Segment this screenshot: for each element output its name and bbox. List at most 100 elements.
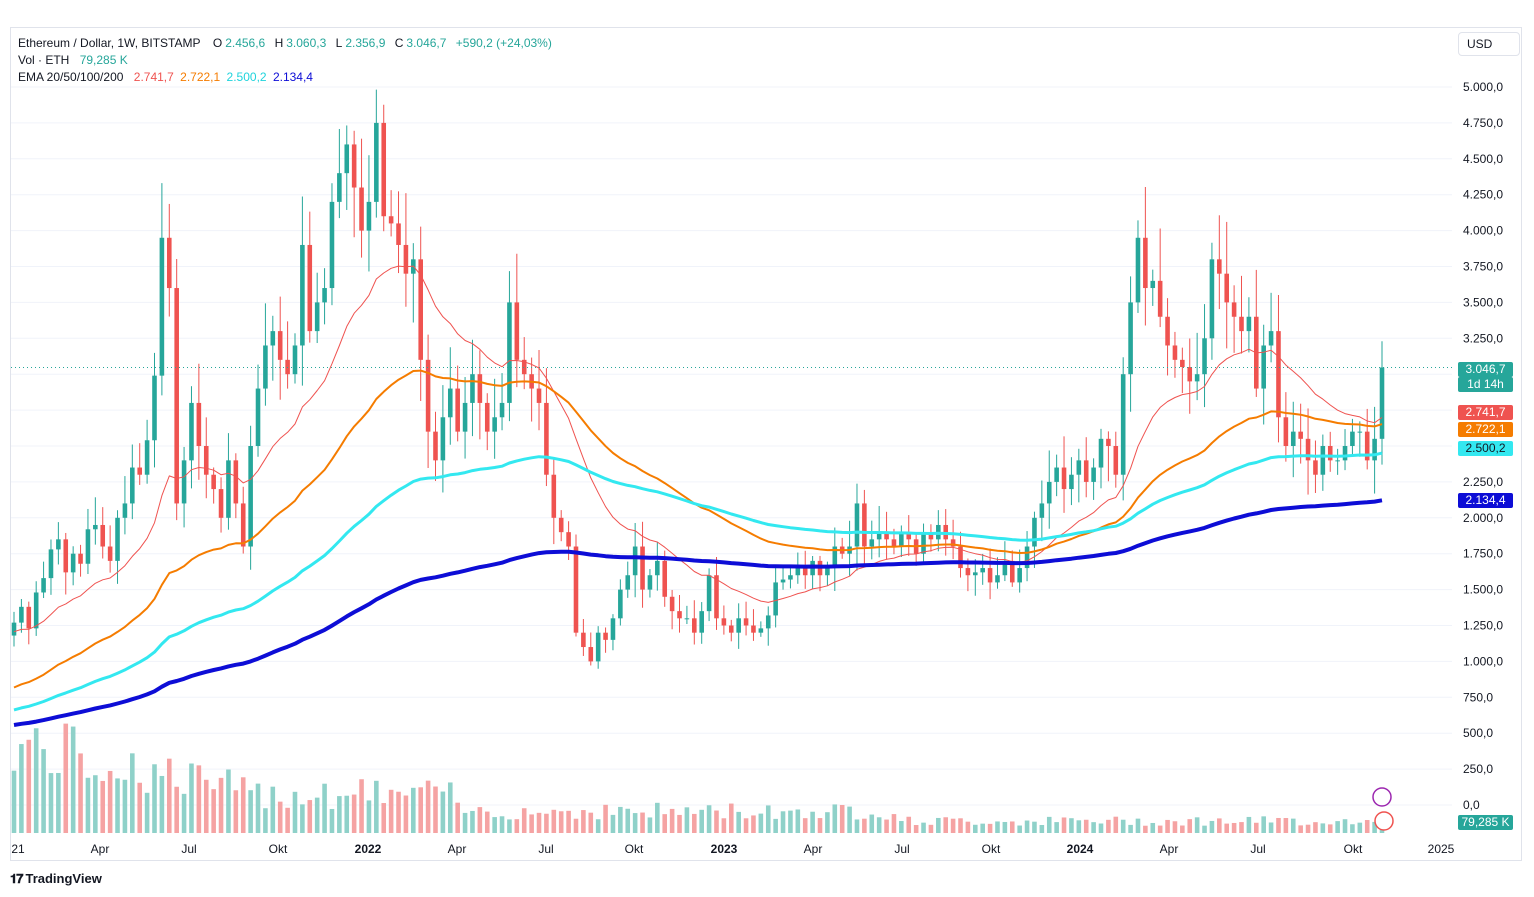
candle-body <box>189 402 194 461</box>
volume-bar <box>1231 822 1237 833</box>
volume-bar <box>1261 816 1266 833</box>
candle-body <box>359 187 364 231</box>
volume-bar <box>692 813 697 833</box>
volume-bar <box>1253 822 1259 833</box>
candle-body <box>921 532 926 554</box>
candle-body <box>987 568 993 583</box>
low-value: 2.356,9 <box>345 36 386 50</box>
volume-bar <box>1032 821 1037 833</box>
ema100-line <box>13 451 1383 712</box>
x-tick-label: Jul <box>894 842 909 856</box>
x-tick-label: 2024 <box>1067 842 1094 856</box>
candle-body <box>1128 302 1133 375</box>
volume-bar <box>943 817 949 833</box>
volume-bar <box>1150 822 1156 833</box>
volume-bar <box>11 770 17 833</box>
volume-bar <box>203 779 209 833</box>
ema200-badge: 2.134,4 <box>1458 493 1513 508</box>
candle-body <box>751 625 756 633</box>
candle-body <box>906 532 912 540</box>
candle-body <box>728 625 734 633</box>
candle-body <box>1017 568 1022 583</box>
volume-bar <box>958 818 963 833</box>
ema200-line <box>13 498 1383 727</box>
volume-bar <box>107 770 113 833</box>
candle-body <box>1024 546 1030 569</box>
volume-bar <box>159 775 165 833</box>
candle-body <box>1172 345 1178 360</box>
volume-bar <box>499 816 505 833</box>
candle-body <box>70 553 76 573</box>
volume-bar <box>847 806 852 833</box>
x-tick-label: Jul <box>538 842 553 856</box>
candle-body <box>773 582 778 616</box>
volume-bar <box>1128 824 1133 833</box>
volume-bar <box>85 777 91 833</box>
volume-bar <box>558 811 564 833</box>
volume-bar <box>913 825 919 833</box>
volume-bar <box>1372 821 1377 833</box>
candle-body <box>1224 273 1230 303</box>
candle-body <box>884 532 889 540</box>
candle-body <box>181 460 187 504</box>
candle-body <box>632 546 638 576</box>
candle-body <box>263 345 268 389</box>
candle-body <box>514 302 520 360</box>
y-tick-label: 1.000,0 <box>1463 654 1503 668</box>
volume-bar <box>248 790 253 833</box>
symbol-title: Ethereum / Dollar, 1W, BITSTAMP <box>18 36 201 50</box>
volume-bar <box>189 763 194 833</box>
candle-body <box>322 288 327 303</box>
candle-body <box>1165 316 1170 346</box>
ema-legend: EMA 20/50/100/200 2.741,7 2.722,1 2.500,… <box>18 70 313 84</box>
candle-body <box>56 539 61 550</box>
volume-bar <box>1009 821 1015 833</box>
volume-bar <box>255 783 261 833</box>
volume-bar <box>196 765 202 833</box>
candle-body <box>1290 431 1296 446</box>
high-value: 3.060,3 <box>286 36 327 50</box>
candle-body <box>1002 560 1008 576</box>
volume-bar <box>699 809 704 833</box>
volume-bar <box>93 775 98 833</box>
candle-body <box>307 244 313 332</box>
volume-bar <box>1313 822 1318 833</box>
volume-bar <box>484 811 490 833</box>
volume-bar <box>1290 818 1296 833</box>
volume-bar <box>987 823 993 833</box>
candle-body <box>85 529 91 564</box>
chart-frame <box>10 27 1522 861</box>
volume-bar <box>1350 824 1355 833</box>
volume-bar <box>337 796 342 833</box>
volume-bar <box>906 816 912 833</box>
currency-button[interactable]: USD <box>1458 32 1520 56</box>
volume-bar <box>1106 819 1111 833</box>
volume-bar <box>70 726 76 833</box>
volume-bar <box>1120 819 1126 833</box>
candle-body <box>447 388 453 418</box>
candle-body <box>484 402 490 432</box>
x-tick-label: 2025 <box>1428 842 1455 856</box>
y-tick-label: 2.250,0 <box>1463 475 1503 489</box>
candle-body <box>536 388 542 403</box>
volume-bar <box>595 819 601 833</box>
volume-bar <box>33 728 39 833</box>
volume-bar <box>921 822 926 833</box>
candle-body <box>640 546 645 590</box>
candle-body <box>1379 367 1385 439</box>
tradingview-logo[interactable]: 𝟏𝟕 TradingView <box>10 871 102 886</box>
candle-body <box>669 596 675 612</box>
volume-bar <box>714 810 719 833</box>
volume-bar <box>869 814 875 833</box>
symbol-legend: Ethereum / Dollar, 1W, BITSTAMP O 2.456,6… <box>18 36 552 50</box>
volume-bar <box>144 792 150 833</box>
candle-body <box>300 244 305 346</box>
volume-bar <box>765 805 771 833</box>
candle-body <box>1032 517 1037 547</box>
candle-body <box>152 375 157 441</box>
candle-body <box>11 622 17 636</box>
candle-body <box>130 467 135 504</box>
candle-body <box>928 532 934 540</box>
volume-bar <box>277 801 283 833</box>
